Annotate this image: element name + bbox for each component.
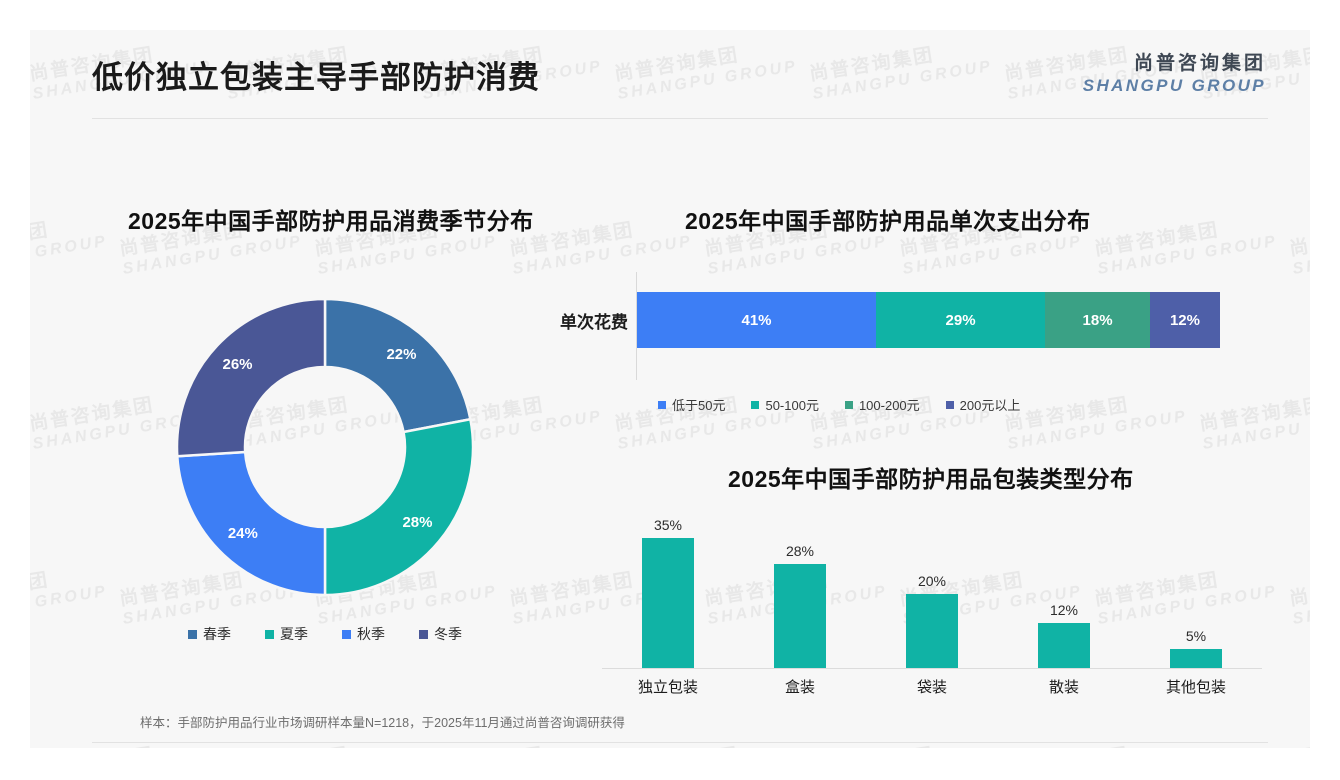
header-divider — [92, 118, 1268, 119]
slide-header: 低价独立包装主导手部防护消费 尚普咨询集团 SHANGPU GROUP — [30, 30, 1310, 118]
bar-category-label: 其他包装 — [1165, 679, 1226, 696]
bar-column[interactable]: 28% — [734, 500, 866, 668]
donut-slice[interactable] — [175, 297, 327, 458]
legend-item[interactable]: 100-200元 — [844, 395, 920, 414]
legend-item[interactable]: 50-100元 — [751, 395, 819, 414]
donut-slice-label: 22% — [386, 345, 417, 363]
bar-value-label: 28% — [785, 543, 815, 559]
legend-swatch — [265, 629, 274, 639]
sample-footnote: 样本：手部防护用品行业市场调研样本量N=1218，于2025年11月通过尚普咨询… — [140, 716, 625, 730]
stacked-category-label: 单次花费 — [560, 313, 628, 332]
donut-chart: 春季 夏季 秋季 冬季 22% 28% 24% 26% — [100, 260, 560, 660]
legend-label: 200元以上 — [959, 398, 1021, 413]
legend-item[interactable]: 秋季 — [342, 624, 385, 644]
stacked-chart-title: 2025年中国手部防护用品单次支出分布 — [685, 208, 1091, 234]
legend-item[interactable]: 冬季 — [419, 624, 462, 644]
donut-slice-label: 26% — [222, 355, 253, 373]
legend-swatch — [844, 400, 853, 409]
legend-label: 冬季 — [434, 626, 462, 642]
bar-category-axis: 独立包装 盒装 袋装 散装 其他包装 — [602, 676, 1262, 697]
legend-label: 夏季 — [280, 626, 308, 642]
bar-value-label: 12% — [1049, 602, 1079, 619]
bar-category-label: 袋装 — [916, 679, 947, 696]
bar-chart-title: 2025年中国手部防护用品包装类型分布 — [728, 466, 1134, 492]
stacked-segment[interactable]: 29% — [876, 292, 1046, 348]
stacked-segment[interactable]: 41% — [637, 292, 877, 348]
donut-svg — [175, 297, 475, 597]
bar-category-label: 盒装 — [784, 679, 815, 696]
bar-baseline-axis — [602, 668, 1262, 669]
bar-value-label: 5% — [1185, 628, 1207, 645]
bar-column[interactable]: 5% — [1130, 500, 1262, 668]
donut-slice-label: 24% — [227, 525, 258, 543]
bar-series: 35% 28% 20% 12% 5% — [602, 500, 1262, 668]
bar-rect[interactable] — [642, 538, 694, 668]
bar-column[interactable]: 20% — [866, 500, 998, 668]
slide-canvas: 尚普咨询集团 SHANGPU GROUP 尚普咨询集团 SHANGPU GROUP 尚普… — [30, 30, 1310, 748]
legend-swatch — [751, 400, 760, 409]
stacked-segment[interactable]: 12% — [1150, 292, 1220, 348]
stacked-segment-label: 29% — [945, 311, 976, 329]
legend-item[interactable]: 夏季 — [265, 624, 308, 644]
legend-label: 50-100元 — [765, 398, 819, 413]
bar-column[interactable]: 12% — [998, 500, 1130, 668]
package-type-bar-chart: 35% 28% 20% 12% 5% 独立包装 盒装 袋装 散装 其他包装 — [590, 500, 1270, 715]
legend-swatch — [945, 400, 954, 409]
stacked-segment-label: 18% — [1082, 311, 1113, 329]
bar-value-label: 20% — [917, 572, 947, 589]
bar-rect[interactable] — [906, 593, 958, 668]
legend-label: 秋季 — [357, 626, 385, 642]
stacked-bar-chart: 单次花费 41% 29% 18% 12% 低于50元 50-100元 100-200元 20… — [530, 260, 1270, 425]
legend-label: 春季 — [203, 626, 231, 642]
stacked-axis-line — [636, 272, 637, 380]
stacked-segment[interactable]: 18% — [1045, 292, 1151, 348]
legend-item[interactable]: 春季 — [188, 624, 231, 644]
stacked-legend: 低于50元 50-100元 100-200元 200元以上 — [658, 395, 1020, 414]
donut-slice[interactable] — [323, 297, 472, 434]
donut-chart-title: 2025年中国手部防护用品消费季节分布 — [128, 208, 534, 234]
legend-swatch — [658, 400, 666, 409]
legend-item[interactable]: 200元以上 — [945, 395, 1021, 414]
legend-label: 100-200元 — [858, 398, 920, 413]
logo-chinese-text: 尚普咨询集团 — [1133, 53, 1266, 74]
stacked-bar-track: 41% 29% 18% 12% — [637, 292, 1220, 348]
donut-slice[interactable] — [175, 450, 327, 597]
bar-rect[interactable] — [1038, 623, 1090, 668]
bar-value-label: 35% — [653, 517, 683, 533]
stacked-segment-label: 41% — [741, 311, 772, 329]
donut-legend: 春季 夏季 秋季 冬季 — [188, 624, 462, 644]
logo-english-text: SHANGPU GROUP — [1082, 75, 1266, 95]
donut-slice[interactable] — [323, 417, 475, 597]
legend-swatch — [419, 629, 428, 639]
legend-label: 低于50元 — [672, 398, 726, 413]
stacked-segment-label: 12% — [1169, 311, 1200, 329]
legend-swatch — [342, 629, 351, 639]
legend-item[interactable]: 低于50元 — [658, 395, 725, 414]
donut-slice-label: 28% — [402, 514, 433, 532]
bar-category-label: 独立包装 — [637, 679, 698, 696]
brand-logo: 尚普咨询集团 SHANGPU GROUP — [1083, 52, 1266, 96]
page-title: 低价独立包装主导手部防护消费 — [92, 60, 540, 95]
footer-divider — [92, 742, 1268, 743]
bar-category-label: 散装 — [1048, 679, 1079, 696]
bar-rect[interactable] — [774, 564, 826, 668]
legend-swatch — [188, 629, 197, 639]
bar-rect[interactable] — [1170, 649, 1222, 668]
bar-column[interactable]: 35% — [602, 500, 734, 668]
